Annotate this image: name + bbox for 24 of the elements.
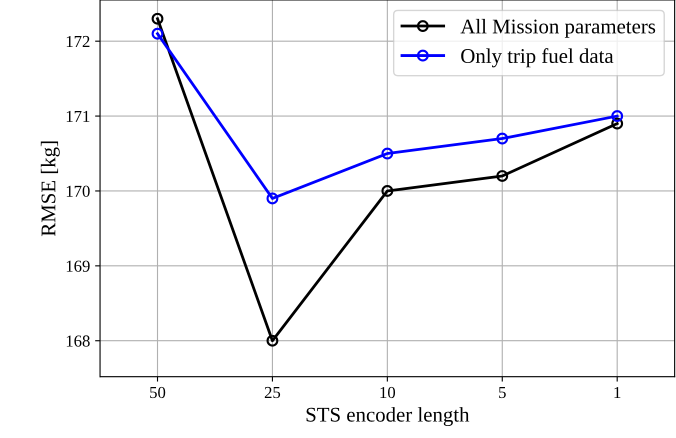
x-tick-label: 5 (499, 387, 506, 398)
y-tick-label: 171 (66, 110, 90, 122)
y-tick-label: 169 (66, 260, 90, 272)
point (496, 132, 508, 144)
y-tick-label: 170 (66, 186, 90, 197)
legend-label: Only trip fuel data (461, 48, 614, 68)
x-tick-label: 50 (150, 386, 166, 398)
y-axis-title: RMSE [kg] (40, 142, 60, 236)
point (266, 192, 278, 204)
x-axis-title: STS encoder length (306, 407, 470, 426)
x-tick-label: 1 (614, 386, 620, 398)
x-tick-label: 10 (380, 386, 396, 398)
x-tick-label: 25 (264, 386, 280, 398)
point (496, 170, 508, 182)
point (381, 148, 394, 160)
point (152, 28, 164, 40)
point (152, 12, 164, 25)
point (611, 118, 624, 130)
point (381, 185, 394, 197)
point (611, 110, 624, 122)
y-tick-label: 172 (66, 36, 90, 47)
point (266, 334, 278, 347)
y-tick-label: 168 (66, 335, 90, 347)
legend-label: All Mission parameters (460, 18, 656, 38)
